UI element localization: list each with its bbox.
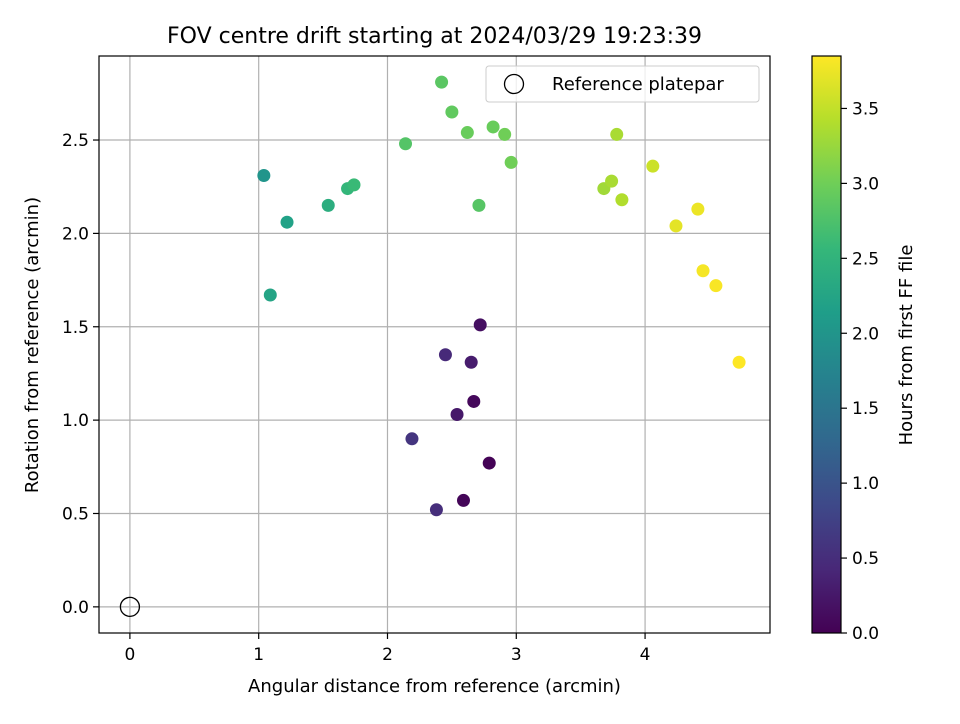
data-point — [615, 193, 629, 207]
reference-point-marker — [119, 596, 141, 618]
y-tick-label: 1.5 — [62, 318, 89, 338]
data-point — [405, 432, 419, 446]
legend-label-reference: Reference platepar — [552, 74, 724, 95]
data-point — [445, 105, 459, 119]
colorbar-tick-label: 3.0 — [852, 174, 879, 194]
data-point — [646, 159, 660, 173]
data-point — [347, 178, 361, 192]
colorbar-tick-label: 2.5 — [852, 249, 879, 269]
data-point — [456, 493, 470, 507]
x-tick-label: 2 — [382, 645, 393, 665]
data-point — [280, 215, 294, 229]
colorbar-tick-label: 1.5 — [852, 399, 879, 419]
data-point — [696, 264, 710, 278]
x-tick-label: 4 — [640, 645, 651, 665]
colorbar-tick-label: 3.5 — [852, 99, 879, 119]
points-layer — [257, 75, 746, 517]
data-point — [691, 202, 705, 216]
data-point — [473, 318, 487, 332]
x-axis-label: Angular distance from reference (arcmin) — [248, 676, 621, 697]
colorbar-frame — [811, 55, 842, 634]
data-point — [321, 198, 335, 212]
data-point — [438, 348, 452, 362]
plot-frame — [98, 55, 771, 634]
x-tick-label: 0 — [124, 645, 135, 665]
colorbar-tick-label: 0.5 — [852, 549, 879, 569]
y-tick-label: 0.0 — [62, 598, 89, 618]
data-point — [460, 126, 474, 140]
y-axis-label: Rotation from reference (arcmin) — [22, 197, 43, 493]
colorbar-gradient — [812, 56, 841, 633]
colorbar-tick-label: 0.0 — [852, 624, 879, 644]
x-axis-ticks: 0 1 2 3 4 — [124, 633, 650, 665]
data-point — [669, 219, 683, 233]
data-point — [263, 288, 277, 302]
chart-title: FOV centre drift starting at 2024/03/29 … — [167, 24, 702, 49]
data-point — [504, 155, 518, 169]
data-point — [450, 408, 464, 422]
plot-area — [99, 56, 770, 633]
legend: Reference platepar — [485, 65, 760, 103]
data-point — [467, 394, 481, 408]
y-axis-ticks: 0.0 0.5 1.0 1.5 2.0 2.5 — [62, 131, 99, 618]
data-point — [486, 120, 500, 134]
colorbar-tick-label: 1.0 — [852, 474, 879, 494]
data-point — [605, 174, 619, 188]
colorbar-ticks: 0.0 0.5 1.0 1.5 2.0 2.5 3.0 3.5 — [841, 99, 879, 644]
x-tick-label: 3 — [511, 645, 522, 665]
colorbar-label: Hours from first FF file — [896, 245, 917, 446]
data-point — [435, 75, 449, 89]
y-tick-label: 2.5 — [62, 131, 89, 151]
data-point — [464, 355, 478, 369]
grid-layer — [99, 56, 770, 633]
colorbar-tick-label: 2.0 — [852, 324, 879, 344]
data-point — [732, 355, 746, 369]
data-point — [709, 279, 723, 293]
data-point — [429, 503, 443, 517]
data-point — [257, 169, 271, 183]
data-point — [482, 456, 496, 470]
legend-marker-reference — [503, 73, 525, 95]
legend-box — [485, 65, 760, 103]
data-point — [498, 127, 512, 141]
data-point — [399, 137, 413, 151]
x-tick-label: 1 — [253, 645, 264, 665]
reference-layer — [119, 596, 141, 618]
data-point — [472, 198, 486, 212]
data-point — [610, 127, 624, 141]
y-tick-label: 1.0 — [62, 411, 89, 431]
colorbar: 0.0 0.5 1.0 1.5 2.0 2.5 3.0 3.5 Hours from firs… — [811, 55, 917, 644]
y-tick-label: 2.0 — [62, 224, 89, 244]
y-tick-label: 0.5 — [62, 504, 89, 524]
